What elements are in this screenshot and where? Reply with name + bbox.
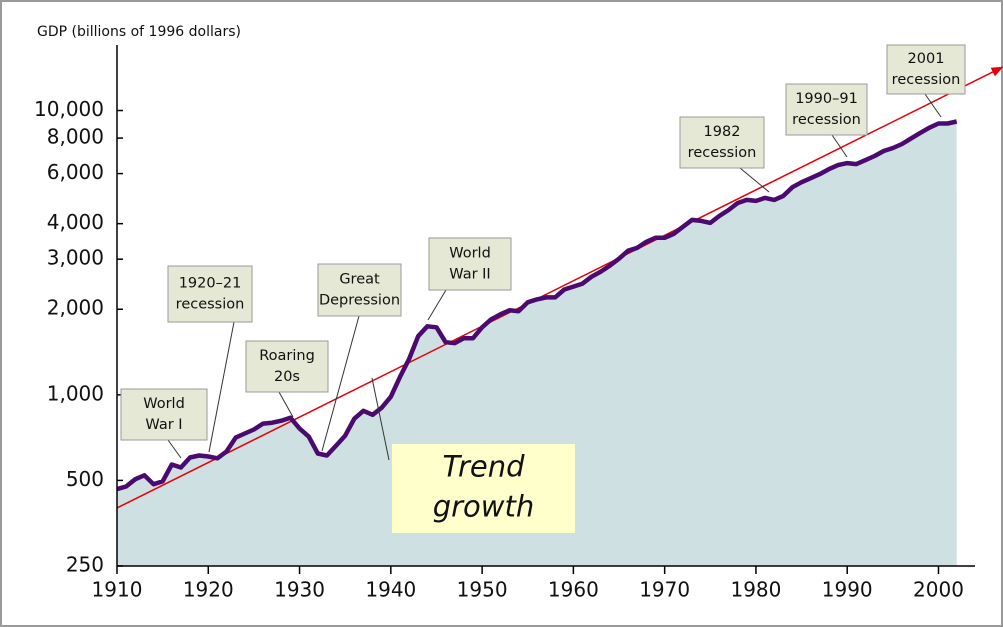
y-tick-label: 3,000: [47, 246, 104, 270]
trend-line: [116, 66, 1003, 509]
trend-label: growth: [433, 490, 535, 524]
annotation-label: recession: [792, 112, 861, 128]
annotation-label: World: [143, 396, 185, 412]
annotation-box: [120, 388, 208, 441]
x-tick-label: 2000: [913, 578, 964, 602]
annotation-pointer: [739, 167, 770, 193]
x-tick-label: 1930: [274, 578, 325, 602]
annotation-box: [167, 265, 253, 323]
annotation-pointer: [831, 134, 848, 158]
y-tick-label: 8,000: [47, 125, 104, 149]
annotation-pointer: [427, 289, 447, 321]
annotation-label: War II: [449, 267, 490, 283]
x-tick-label: 1950: [457, 578, 508, 602]
x-tick-label: 1990: [822, 578, 873, 602]
trend-label: Trend: [442, 450, 525, 484]
trend-label-box: [392, 444, 575, 533]
annotation-label: World: [449, 246, 491, 262]
annotation-box: [317, 263, 402, 317]
annotation-pointer: [278, 391, 294, 418]
annotation-label: 1982: [704, 124, 741, 140]
x-tick-label: 1920: [183, 578, 234, 602]
annotation-label: recession: [688, 145, 757, 161]
annotation-box: [679, 116, 765, 169]
annotation-label: Great: [339, 272, 380, 288]
annotation-box: [428, 237, 512, 291]
gdp-line: [116, 119, 958, 492]
annotation-pointer: [321, 315, 360, 452]
annotation-label: Roaring: [259, 348, 315, 364]
annotation-box: [886, 44, 966, 95]
y-tick-label: 4,000: [47, 210, 104, 234]
area: [117, 121, 957, 566]
x-tick-label: 1980: [730, 578, 781, 602]
annotation-label: 20s: [274, 369, 300, 385]
x-tick-label: 1940: [365, 578, 416, 602]
y-tick-label: 10,000: [34, 97, 104, 121]
y-tick-label: 2,000: [47, 296, 104, 320]
x-tick-label: 1960: [548, 578, 599, 602]
annotation-label: War I: [145, 417, 182, 433]
y-tick-label: 250: [66, 553, 104, 577]
annotation-label: recession: [176, 297, 245, 313]
annotation-label: 2001: [908, 51, 945, 67]
annotation-pointer: [208, 321, 235, 453]
annotation-label: Depression: [319, 293, 400, 309]
annotation-label: 1990–91: [795, 91, 858, 107]
annotation-pointer: [924, 93, 942, 118]
x-tick-label: 1970: [639, 578, 690, 602]
y-tick-label: 1,000: [47, 381, 104, 405]
x-tick-label: 1910: [92, 578, 143, 602]
annotation-pointer: [371, 377, 390, 461]
annotation-box: [785, 83, 868, 136]
y-axis-label: GDP (billions of 1996 dollars): [37, 24, 241, 40]
annotation-label: recession: [892, 72, 961, 88]
y-tick-label: 6,000: [47, 160, 104, 184]
y-tick-label: 500: [66, 467, 104, 491]
annotation-pointer: [167, 439, 182, 459]
annotation-box: [245, 340, 329, 393]
annotation-label: 1920–21: [179, 276, 242, 292]
